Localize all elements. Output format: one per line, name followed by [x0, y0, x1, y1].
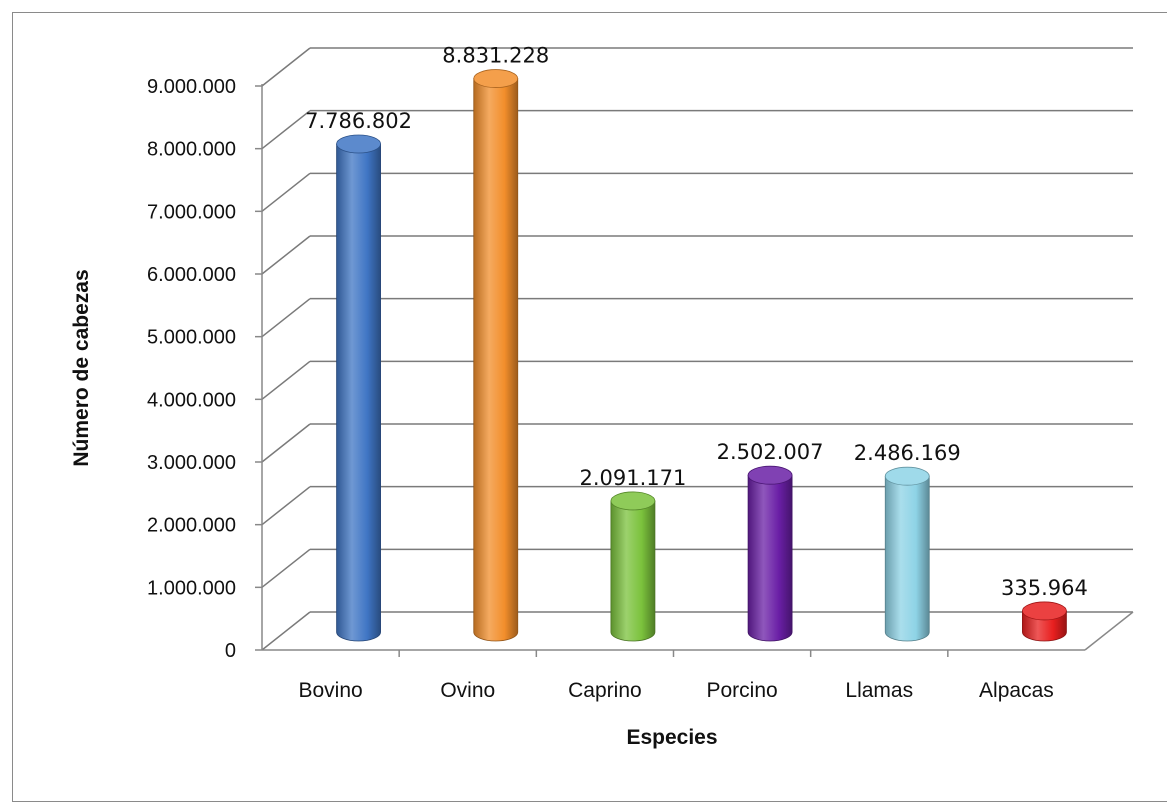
gridline-diagonal	[261, 172, 311, 212]
bar-llamas	[884, 466, 930, 642]
gridline-diagonal	[261, 298, 311, 338]
bar-porcino	[747, 465, 793, 642]
bar-top	[336, 134, 381, 154]
x-tick-label-bovino: Bovino	[298, 679, 362, 702]
bar-body	[610, 500, 656, 642]
x-tick-label-llamas: Llamas	[845, 679, 913, 702]
data-label-bovino: 7.786.802	[305, 109, 412, 133]
label-layer: 0 1.000.000 2.000.000 3.000.000 4.000.000 5.0…	[147, 44, 1088, 702]
bar-body	[336, 143, 381, 642]
axis-layer	[255, 84, 1134, 657]
bar-bovino	[336, 134, 381, 642]
bar-alpacas	[1022, 601, 1067, 642]
y-tick-label: 5.000.000	[147, 327, 236, 349]
y-tick-label: 0	[225, 640, 236, 662]
gridline-diagonal	[261, 548, 311, 588]
x-tick-label-ovino: Ovino	[440, 679, 495, 702]
y-axis-title: Número de cabezas	[70, 269, 93, 466]
bar-ovino	[473, 69, 519, 642]
y-tick-label: 2.000.000	[147, 515, 236, 537]
bar-body	[747, 474, 793, 642]
y-tick-label: 1.000.000	[147, 577, 236, 599]
bar-body	[473, 78, 519, 642]
x-axis-title: Especies	[626, 726, 717, 749]
gridline-diagonal	[261, 611, 311, 651]
y-tick-label: 4.000.000	[147, 389, 236, 411]
gridline-diagonal	[261, 235, 311, 275]
bar-layer	[336, 69, 1067, 642]
x-tick-label-caprino: Caprino	[568, 679, 642, 702]
x-tick-label-alpacas: Alpacas	[979, 679, 1054, 702]
bar-top	[884, 466, 930, 486]
data-label-ovino: 8.831.228	[442, 44, 549, 68]
gridline-diagonal	[261, 110, 311, 150]
bar-caprino	[610, 491, 656, 642]
y-tick-label: 7.000.000	[147, 201, 236, 223]
bar-top	[747, 465, 793, 485]
chart-frame	[12, 12, 1167, 802]
bar-top	[610, 491, 656, 511]
x-tick-label-porcino: Porcino	[706, 679, 777, 702]
data-label-porcino: 2.502.007	[717, 440, 824, 464]
gridline-diagonal	[261, 360, 311, 400]
grid-layer	[261, 47, 1133, 651]
gridline-diagonal	[261, 486, 311, 526]
y-tick-label: 8.000.000	[147, 139, 236, 161]
data-label-alpacas: 335.964	[1001, 576, 1088, 600]
gridline-diagonal	[261, 423, 311, 463]
y-tick-label: 9.000.000	[147, 76, 236, 98]
bar-top	[1022, 601, 1067, 621]
gridline-diagonal	[261, 47, 311, 87]
floor-right-edge	[1084, 611, 1134, 651]
y-tick-label: 3.000.000	[147, 452, 236, 474]
bar-body	[884, 475, 930, 642]
data-label-caprino: 2.091.171	[579, 466, 686, 490]
y-tick-label: 6.000.000	[147, 264, 236, 286]
bar-top	[473, 69, 519, 88]
data-label-llamas: 2.486.169	[854, 441, 961, 465]
